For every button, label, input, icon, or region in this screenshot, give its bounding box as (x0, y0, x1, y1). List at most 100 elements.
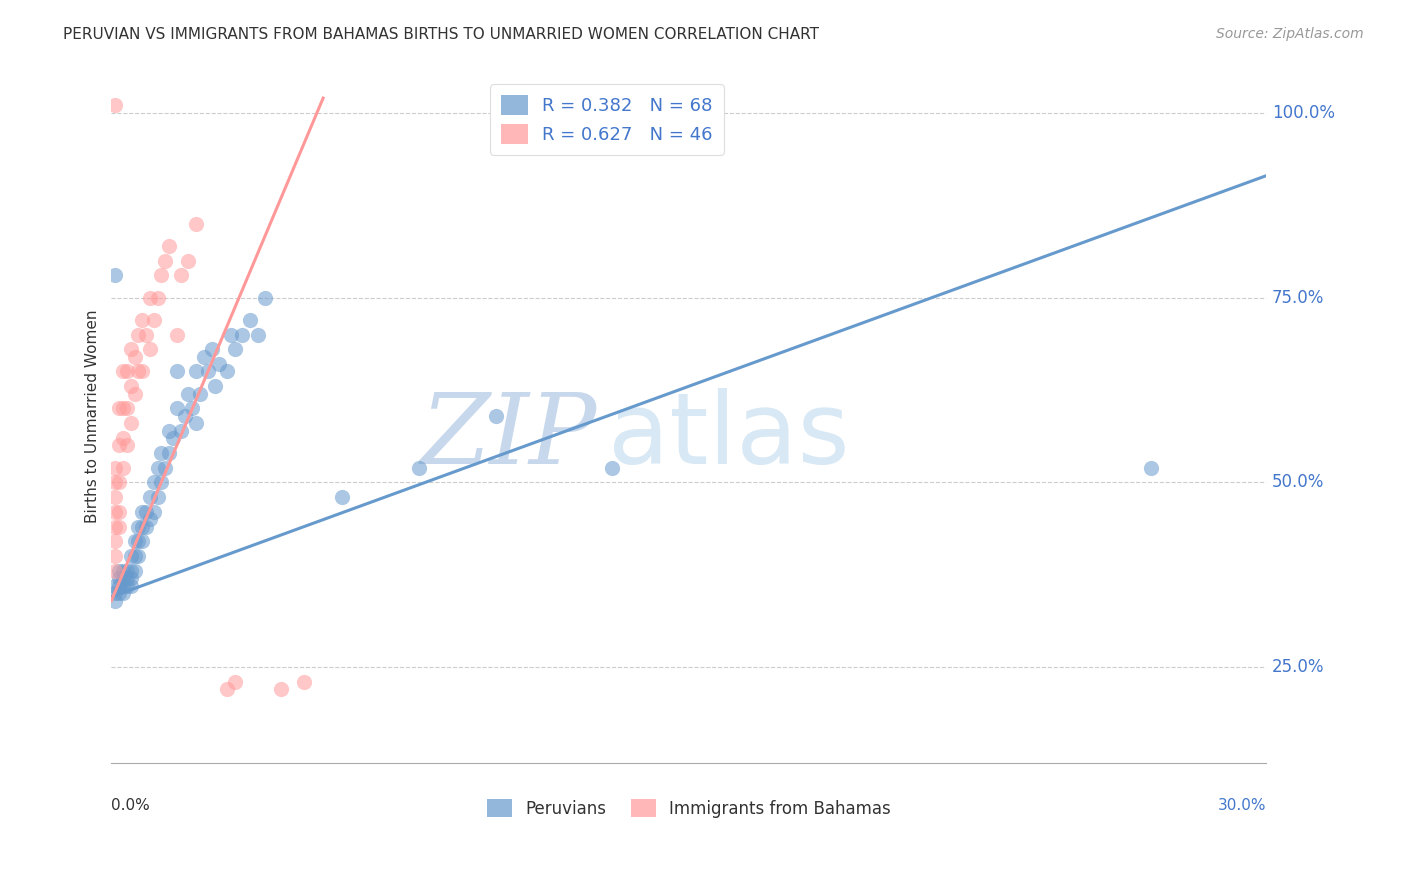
Point (120, 379, 142, 393)
Point (184, 217, 207, 231)
Point (111, 401, 134, 416)
Text: 0.0%: 0.0% (111, 797, 150, 813)
Point (254, 291, 277, 305)
Point (188, 386, 211, 401)
Point (115, 571, 138, 585)
Point (181, 401, 204, 416)
Point (108, 475, 131, 490)
Point (120, 343, 142, 357)
Point (104, 534, 127, 549)
Text: 25.0%: 25.0% (1272, 658, 1324, 676)
Point (155, 253, 177, 268)
Y-axis label: Births to Unmarried Women: Births to Unmarried Women (86, 309, 100, 523)
Point (127, 364, 149, 378)
Point (177, 253, 200, 268)
Point (485, 409, 508, 423)
Text: 50.0%: 50.0% (1272, 474, 1324, 491)
Point (108, 438, 131, 452)
Point (173, 409, 195, 423)
Point (157, 446, 180, 460)
Point (104, 490, 127, 504)
Point (170, 268, 193, 283)
Point (1140, 460, 1163, 475)
Point (162, 431, 184, 445)
Point (224, 674, 246, 689)
Point (104, 579, 127, 593)
Point (208, 357, 231, 371)
Point (104, 268, 127, 283)
Point (200, 343, 222, 357)
Point (224, 343, 246, 357)
Text: atlas: atlas (607, 388, 849, 485)
Point (108, 401, 131, 416)
Point (135, 519, 157, 533)
Point (124, 534, 146, 549)
Point (600, 460, 623, 475)
Point (115, 401, 138, 416)
Point (170, 424, 193, 438)
Point (115, 564, 138, 578)
Point (108, 571, 131, 585)
Point (142, 475, 165, 490)
Point (104, 519, 127, 533)
Point (104, 505, 127, 519)
Point (104, 586, 127, 600)
Point (131, 505, 153, 519)
Point (120, 571, 142, 585)
Point (104, 593, 127, 607)
Point (157, 239, 180, 253)
Point (120, 579, 142, 593)
Point (108, 564, 131, 578)
Text: Source: ZipAtlas.com: Source: ZipAtlas.com (1216, 27, 1364, 41)
Point (108, 586, 131, 600)
Point (127, 534, 149, 549)
Text: 75.0%: 75.0% (1272, 289, 1324, 307)
Point (127, 327, 149, 342)
Point (131, 534, 153, 549)
Point (124, 564, 146, 578)
Point (142, 505, 165, 519)
Text: PERUVIAN VS IMMIGRANTS FROM BAHAMAS BIRTHS TO UNMARRIED WOMEN CORRELATION CHART: PERUVIAN VS IMMIGRANTS FROM BAHAMAS BIRT… (63, 27, 820, 42)
Point (131, 519, 153, 533)
Point (157, 424, 180, 438)
Point (177, 386, 200, 401)
Point (111, 586, 134, 600)
Point (184, 364, 207, 378)
Point (120, 549, 142, 564)
Point (131, 312, 153, 326)
Point (127, 519, 149, 533)
Point (139, 291, 162, 305)
Point (146, 460, 169, 475)
Point (120, 416, 142, 430)
Point (111, 431, 134, 445)
Point (150, 475, 173, 490)
Point (184, 416, 207, 430)
Point (215, 364, 238, 378)
Point (150, 446, 173, 460)
Point (215, 682, 238, 697)
Point (111, 460, 134, 475)
Point (108, 505, 131, 519)
Point (166, 364, 188, 378)
Point (111, 579, 134, 593)
Point (135, 327, 157, 342)
Point (124, 350, 146, 364)
Point (231, 327, 253, 342)
Point (124, 386, 146, 401)
Point (104, 549, 127, 564)
Point (111, 571, 134, 585)
Point (166, 327, 188, 342)
Point (104, 564, 127, 578)
Point (115, 364, 138, 378)
Legend: Peruvians, Immigrants from Bahamas: Peruvians, Immigrants from Bahamas (479, 793, 898, 824)
Point (139, 512, 162, 526)
Point (104, 460, 127, 475)
Point (131, 364, 153, 378)
Point (142, 312, 165, 326)
Text: ZIP: ZIP (420, 389, 596, 484)
Point (139, 343, 162, 357)
Point (127, 549, 149, 564)
Point (139, 490, 162, 504)
Point (239, 312, 262, 326)
Point (408, 460, 430, 475)
